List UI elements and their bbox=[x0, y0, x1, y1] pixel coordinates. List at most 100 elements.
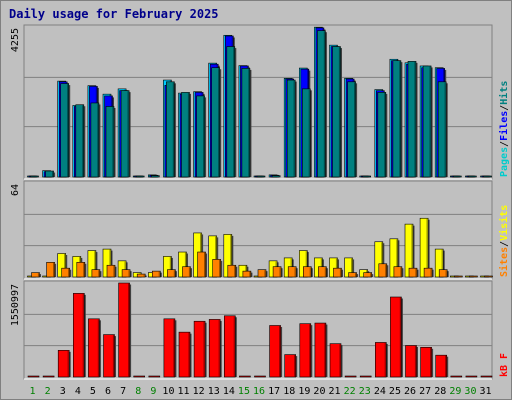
bar-pages-files-hits-pages-day14 bbox=[226, 46, 237, 178]
bar-kbytes-kb-f-day16-face bbox=[254, 375, 266, 378]
bar-visits-sites-sites-day6-face bbox=[106, 264, 116, 278]
bar-visits-sites-sites-day4-edge bbox=[83, 262, 85, 277]
bar-kbytes-kb-f-day13 bbox=[208, 319, 222, 378]
bar-kbytes-kb-f-day19-edge bbox=[309, 324, 311, 377]
bar-pages-files-hits-pages-day25 bbox=[392, 60, 403, 178]
bar-visits-sites-sites-day9-edge bbox=[158, 271, 160, 277]
bar-kbytes-kb-f-day14 bbox=[224, 315, 237, 378]
bar-kbytes-kb-f-day28-edge bbox=[445, 355, 447, 377]
bar-visits-sites-visits-day14-edge bbox=[230, 234, 232, 277]
legend-item-sites: Sites bbox=[498, 247, 510, 277]
bar-pages-files-hits-pages-day18 bbox=[286, 79, 297, 178]
bar-kbytes-kb-f-day4-edge bbox=[82, 293, 84, 377]
x-tick-label-day14: 14 bbox=[223, 386, 235, 397]
bar-kbytes-kb-f-day20-edge bbox=[324, 323, 326, 377]
bar-pages-files-hits-pages-day10-face bbox=[166, 81, 175, 178]
bar-kbytes-kb-f-day12-edge bbox=[203, 321, 205, 377]
bar-kbytes-kb-f-day31 bbox=[480, 375, 493, 378]
bar-pages-files-hits-pages-day11-face bbox=[181, 92, 190, 178]
legend-visits-sites: Sites/Visits bbox=[498, 205, 510, 277]
bar-pages-files-hits-pages-day25-face bbox=[392, 60, 402, 178]
bar-pages-files-hits-pages-day22 bbox=[347, 81, 358, 178]
bar-pages-files-hits-pages-day27-edge bbox=[429, 66, 431, 177]
bar-visits-sites-sites-day13-face bbox=[212, 259, 221, 278]
bar-visits-sites-sites-day29-face bbox=[453, 275, 463, 278]
bar-pages-files-hits-pages-day4-edge bbox=[82, 105, 84, 177]
bar-kbytes-kb-f-day17-face bbox=[269, 325, 281, 378]
bar-kbytes-kb-f-day7 bbox=[118, 282, 132, 378]
bar-pages-files-hits-pages-day15-edge bbox=[248, 68, 250, 177]
bar-kbytes-kb-f-day17 bbox=[269, 325, 283, 378]
bar-pages-files-hits-pages-day29 bbox=[452, 175, 462, 178]
bar-pages-files-hits-pages-day21-edge bbox=[338, 47, 341, 177]
bar-visits-sites-sites-day27-edge bbox=[430, 268, 432, 277]
bar-visits-sites-sites-day10-face bbox=[167, 269, 176, 278]
bar-kbytes-kb-f-day23 bbox=[359, 375, 372, 378]
x-tick-label-day28: 28 bbox=[434, 386, 446, 397]
x-tick-label-day13: 13 bbox=[208, 386, 220, 397]
bar-visits-sites-sites-day21-face bbox=[333, 267, 342, 278]
bar-pages-files-hits-pages-day2 bbox=[45, 170, 56, 178]
bar-visits-sites-sites-day31-face bbox=[484, 275, 493, 278]
bar-pages-files-hits-pages-day6-face bbox=[105, 106, 115, 178]
bar-pages-files-hits-pages-day7 bbox=[120, 90, 131, 178]
bar-kbytes-kb-f-day5 bbox=[88, 318, 101, 378]
bar-pages-files-hits-pages-day26 bbox=[407, 61, 418, 178]
bar-pages-files-hits-pages-day27-face bbox=[422, 65, 432, 178]
bar-pages-files-hits-pages-day26-edge bbox=[414, 61, 416, 177]
bar-visits-sites-sites-day11-edge bbox=[188, 267, 191, 277]
bar-pages-files-hits-pages-day3-face bbox=[60, 83, 70, 178]
bar-visits-sites-visits-day25-edge bbox=[396, 239, 398, 277]
x-tick-label-day8: 8 bbox=[135, 386, 141, 397]
bar-pages-files-hits-pages-day8-face bbox=[135, 175, 145, 178]
bar-kbytes-kb-f-day24 bbox=[374, 342, 388, 378]
bar-visits-sites-sites-day25-edge bbox=[400, 267, 402, 277]
bar-visits-sites-sites-day17-face bbox=[272, 266, 282, 278]
legend-separator: / bbox=[499, 105, 510, 111]
bar-pages-files-hits-pages-day16 bbox=[256, 175, 266, 178]
legend-kbytes: kB F bbox=[499, 353, 510, 377]
x-tick-label-day6: 6 bbox=[105, 386, 111, 397]
x-tick-label-day11: 11 bbox=[178, 386, 190, 397]
bar-pages-files-hits-pages-day13-edge bbox=[218, 68, 220, 177]
bar-pages-files-hits-pages-day31-face bbox=[483, 175, 492, 178]
bar-visits-sites-sites-day27-face bbox=[423, 267, 433, 278]
bar-kbytes-kb-f-day24-edge bbox=[384, 342, 386, 377]
bar-visits-sites-sites-day17-edge bbox=[279, 267, 281, 277]
bar-pages-files-hits-pages-day12 bbox=[196, 95, 207, 178]
x-tick-label-day24: 24 bbox=[374, 386, 386, 397]
bar-pages-files-hits-pages-day22-edge bbox=[354, 82, 356, 177]
bar-visits-sites-sites-day16-face bbox=[257, 269, 267, 278]
y-max-label-kbytes: 1550997 bbox=[10, 284, 21, 326]
bar-pages-files-hits-pages-day7-edge bbox=[127, 91, 129, 177]
bar-visits-sites-sites-day30-face bbox=[469, 275, 478, 278]
bar-visits-sites-visits-day21-edge bbox=[335, 258, 338, 277]
bar-kbytes-kb-f-day6-edge bbox=[112, 335, 115, 377]
bar-kbytes-kb-f-day21-edge bbox=[339, 344, 341, 377]
bar-visits-sites-sites-day8-face bbox=[136, 273, 146, 278]
bar-kbytes-kb-f-day15 bbox=[239, 375, 251, 378]
bar-pages-files-hits-pages-day17 bbox=[271, 175, 281, 178]
bar-visits-sites-sites-day22-edge bbox=[355, 273, 357, 277]
bar-pages-files-hits-pages-day21 bbox=[332, 46, 342, 178]
bar-kbytes-kb-f-day29-face bbox=[450, 375, 463, 378]
bar-kbytes-kb-f-day5-face bbox=[88, 318, 100, 378]
bar-visits-sites-sites-day6-edge bbox=[113, 265, 115, 277]
bar-pages-files-hits-pages-day24 bbox=[377, 92, 388, 178]
bar-kbytes-kb-f-day9 bbox=[148, 375, 161, 378]
legend-item-visits: Visits bbox=[498, 205, 510, 241]
bar-visits-sites-sites-day3-face bbox=[61, 267, 71, 278]
bar-visits-sites-sites-day4-face bbox=[76, 262, 86, 278]
x-tick-label-day18: 18 bbox=[283, 386, 295, 397]
bar-pages-files-hits-pages-day14-edge bbox=[233, 47, 235, 177]
bar-kbytes-kb-f-day22-face bbox=[344, 375, 357, 378]
bar-pages-files-hits-pages-day19-edge bbox=[308, 89, 310, 177]
bar-visits-sites-sites-day18-face bbox=[287, 266, 297, 278]
bar-kbytes-kb-f-day30 bbox=[465, 375, 478, 378]
bar-visits-sites-sites-day11-face bbox=[182, 266, 191, 278]
bar-kbytes-kb-f-day26-face bbox=[405, 345, 417, 378]
bar-pages-files-hits-pages-day23-face bbox=[362, 175, 372, 178]
bar-visits-sites-sites-day28-face bbox=[438, 269, 448, 278]
